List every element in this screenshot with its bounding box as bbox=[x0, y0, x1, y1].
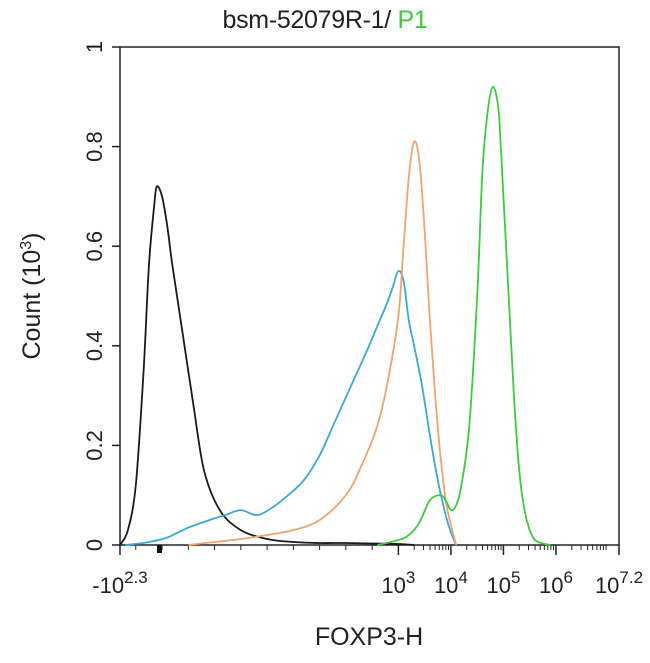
x-tick-label: 107.2 bbox=[595, 568, 643, 598]
x-tick-label: 103 bbox=[381, 568, 415, 598]
series-green-line bbox=[377, 85, 551, 546]
y-tick-label: 0.4 bbox=[82, 331, 107, 362]
series-blue-line bbox=[125, 270, 458, 546]
chart-title-main: bsm-52079R-1/ bbox=[222, 6, 398, 34]
x-tick-base: 10 bbox=[381, 573, 405, 598]
y-tick-label: 0.6 bbox=[82, 231, 107, 262]
x-tick-base: 10 bbox=[434, 573, 458, 598]
x-axis-title: FOXP3-H bbox=[315, 623, 423, 651]
x-tick-exp: 7.2 bbox=[619, 568, 643, 587]
y-axis-ticks: 0 0.2 0.4 0.6 0.8 1 bbox=[82, 41, 120, 551]
x-tick-label: 106 bbox=[539, 568, 573, 598]
x-tick-exp: 6 bbox=[563, 568, 572, 587]
x-axis-ticks: -102.3 103 104 105 106 107.2 bbox=[92, 545, 643, 598]
y-tick-label: 1 bbox=[82, 41, 107, 53]
y-axis-title-close: ) bbox=[18, 232, 46, 240]
x-tick-exp: 3 bbox=[406, 568, 415, 587]
y-axis-title-base: Count (10 bbox=[18, 250, 46, 360]
y-axis-title-exp: 3 bbox=[18, 241, 35, 250]
y-tick-label: 0.2 bbox=[82, 430, 107, 461]
x-tick-label: 104 bbox=[434, 568, 468, 598]
plot-frame bbox=[119, 46, 620, 546]
series-black-line bbox=[119, 185, 415, 546]
y-tick-label: 0.8 bbox=[82, 131, 107, 162]
series-orange-line bbox=[188, 140, 458, 546]
x-tick-exp: 2.3 bbox=[124, 568, 148, 587]
series-group bbox=[119, 85, 551, 546]
y-tick-label: 0 bbox=[82, 539, 107, 551]
x-tick-base: 10 bbox=[539, 573, 563, 598]
x-tick-base: 10 bbox=[486, 573, 510, 598]
x-tick-base: 10 bbox=[595, 573, 619, 598]
axis-marker bbox=[157, 545, 162, 553]
y-axis-title: Count (103) bbox=[18, 232, 46, 359]
x-tick-label: -102.3 bbox=[92, 568, 147, 598]
x-tick-label: 105 bbox=[486, 568, 520, 598]
chart-title: bsm-52079R-1/ P1 bbox=[0, 6, 650, 35]
chart-title-gate: P1 bbox=[397, 6, 428, 34]
x-tick-exp: 4 bbox=[458, 568, 467, 587]
x-tick-base: -10 bbox=[92, 573, 124, 598]
x-tick-exp: 5 bbox=[511, 568, 520, 587]
